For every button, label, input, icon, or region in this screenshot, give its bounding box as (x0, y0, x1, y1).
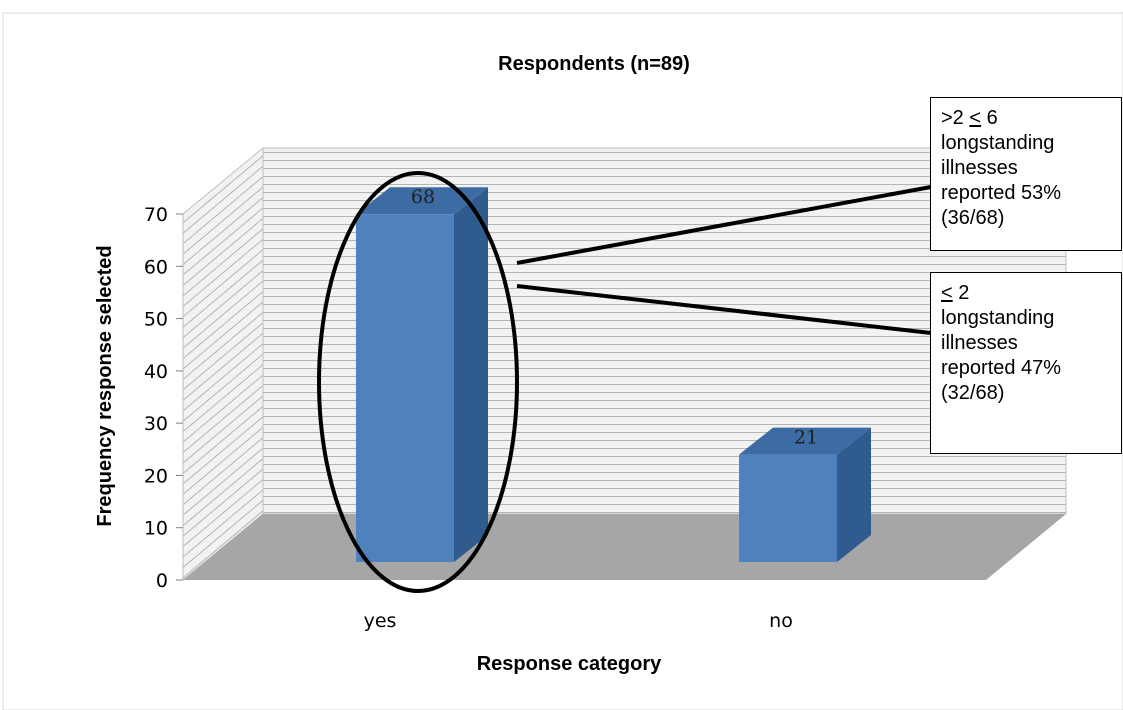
callout-text-line: illnesses (941, 157, 1018, 179)
callout-upper-annotation: >2 < 6 longstanding illnesses reported 53%(… (930, 97, 1122, 251)
y-tick-label: 20 (144, 465, 168, 487)
callout-text-line: (36/68) (941, 207, 1005, 229)
bar-yes (356, 214, 454, 562)
y-axis-label: Frequency response selected (94, 245, 116, 526)
y-tick-label: 0 (156, 570, 168, 592)
callout-text-line: illnesses (941, 332, 1018, 354)
callout-text-line: reported 47% (941, 357, 1062, 379)
chart-border (2, 12, 1123, 710)
callout-heading-segment: 6 (981, 107, 998, 129)
callout-line-lower (516, 284, 932, 335)
callout-heading-segment: >2 (941, 107, 970, 129)
y-tick-label: 70 (144, 204, 168, 226)
bar-side-no (837, 427, 871, 562)
x-tick-label-no: no (769, 610, 793, 632)
callout-heading-segment: < (969, 107, 982, 129)
bar-top-no (739, 427, 871, 455)
y-tick-label: 60 (144, 256, 168, 278)
callout-heading-segment: < (941, 282, 953, 304)
y-tick-label: 30 (144, 413, 168, 435)
x-axis-label: Response category (477, 653, 662, 675)
callout-text-line: longstanding (941, 307, 1055, 329)
y-tick-label: 50 (144, 309, 168, 331)
bar-side-yes (454, 187, 488, 562)
bar-value-label-yes: 68 (411, 186, 435, 208)
x-tick-label-yes: yes (364, 610, 397, 632)
y-tick-label: 10 (144, 518, 168, 540)
side-wall (182, 146, 264, 582)
callout-heading-segment: 2 (952, 282, 970, 304)
floor (183, 514, 1066, 580)
bar-value-label-no: 21 (794, 427, 818, 449)
callout-text-line: reported 53% (941, 182, 1062, 204)
highlight-ellipse (317, 171, 519, 593)
chart-title: Respondents (n=89) (498, 53, 690, 75)
bar-top-yes (356, 187, 488, 215)
y-tick-label: 40 (144, 361, 168, 383)
callout-text-line: longstanding (941, 132, 1055, 154)
callout-heading: < 2 (941, 281, 1111, 306)
callout-text-line: (32/68) (941, 382, 1005, 404)
bar-no (739, 454, 837, 562)
callout-heading: >2 < 6 (941, 106, 1111, 131)
callout-line-upper (516, 185, 932, 265)
callout-lower-annotation: < 2 longstanding illnesses reported 47% (32/… (930, 272, 1122, 454)
